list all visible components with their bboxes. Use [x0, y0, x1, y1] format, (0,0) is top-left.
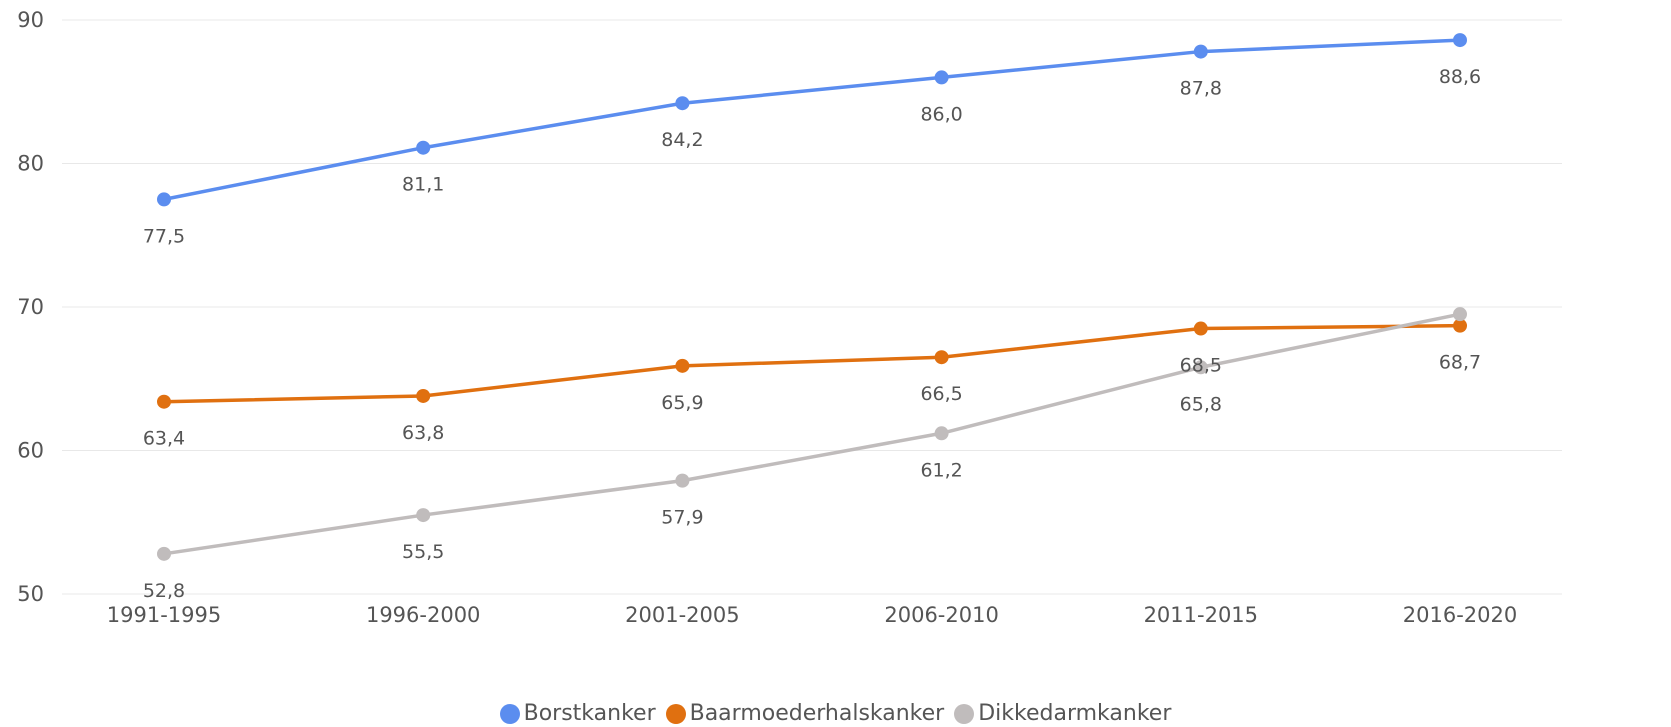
data-label: 66,5	[920, 383, 962, 405]
y-tick-label: 70	[17, 295, 44, 319]
gridlines	[62, 19, 1562, 595]
series-line	[162, 38, 1462, 202]
legend-marker	[954, 703, 975, 724]
data-point	[1193, 321, 1208, 336]
data-label: 61,2	[920, 459, 962, 481]
line-chart: 50 60 70 80 90 1991-1995 1996-2000 2001-2005 20…	[17, 8, 1562, 627]
data-point	[1453, 318, 1467, 333]
legend-item[interactable]: Dikkedarmkanker	[954, 701, 1171, 726]
x-tick-label: 2011-2015	[1144, 603, 1258, 627]
data-label: 87,8	[1180, 78, 1222, 100]
x-tick-label: 2016-2020	[1403, 603, 1517, 627]
series-line	[162, 323, 1462, 404]
legend-label: Baarmoederhalskanker	[689, 701, 945, 726]
y-tick-label: 60	[17, 439, 44, 463]
legend-item[interactable]: Borstkanker	[499, 701, 656, 726]
data-label: 55,5	[402, 541, 444, 563]
data-point	[157, 192, 171, 207]
data-labels: 77,5 81,1 84,2 86,0 87,8 88,6 63,4 63,8 65,9 66,5…	[143, 66, 1481, 602]
data-point	[675, 358, 690, 373]
data-point	[1193, 44, 1208, 59]
data-label: 65,8	[1180, 393, 1222, 415]
data-label: 57,9	[661, 507, 703, 529]
x-axis: 1991-1995 1996-2000 2001-2005 2006-2010 2011…	[107, 603, 1517, 627]
x-tick-label: 1991-1995	[107, 603, 221, 627]
data-point	[934, 70, 949, 85]
data-point	[1193, 360, 1208, 375]
data-label: 77,5	[143, 225, 185, 247]
data-point	[1453, 33, 1467, 48]
data-point	[934, 350, 949, 365]
data-point	[416, 140, 431, 155]
y-tick-label: 90	[17, 8, 44, 32]
legend: Borstkanker Baarmoederhalskanker Dikkedarm…	[0, 700, 1671, 727]
data-point	[675, 473, 690, 488]
y-tick-label: 50	[17, 582, 44, 606]
series-line	[162, 312, 1462, 556]
data-label: 88,6	[1439, 66, 1481, 88]
legend-marker	[665, 703, 686, 724]
data-point	[157, 546, 171, 561]
data-label: 65,9	[661, 392, 703, 414]
series-lines	[157, 33, 1467, 561]
data-label: 84,2	[661, 129, 703, 151]
data-label: 86,0	[920, 103, 962, 125]
legend-item[interactable]: Baarmoederhalskanker	[665, 701, 945, 726]
y-axis: 50 60 70 80 90	[17, 8, 44, 606]
data-label: 68,7	[1439, 352, 1481, 374]
data-label: 63,8	[402, 422, 444, 444]
data-point	[416, 508, 431, 523]
legend-label: Dikkedarmkanker	[978, 701, 1172, 726]
data-point	[675, 96, 690, 111]
legend-marker	[499, 703, 520, 724]
legend-label: Borstkanker	[523, 701, 656, 726]
data-point	[1453, 307, 1467, 322]
data-label: 68,5	[1180, 355, 1222, 377]
data-label: 63,4	[143, 428, 185, 450]
data-point	[934, 426, 949, 441]
data-point	[416, 388, 431, 403]
x-tick-label: 2006-2010	[884, 603, 998, 627]
data-point	[157, 394, 171, 409]
x-tick-label: 1996-2000	[366, 603, 480, 627]
data-label: 81,1	[402, 174, 444, 196]
x-tick-label: 2001-2005	[625, 603, 739, 627]
data-label: 52,8	[143, 580, 185, 602]
y-tick-label: 80	[17, 152, 44, 176]
